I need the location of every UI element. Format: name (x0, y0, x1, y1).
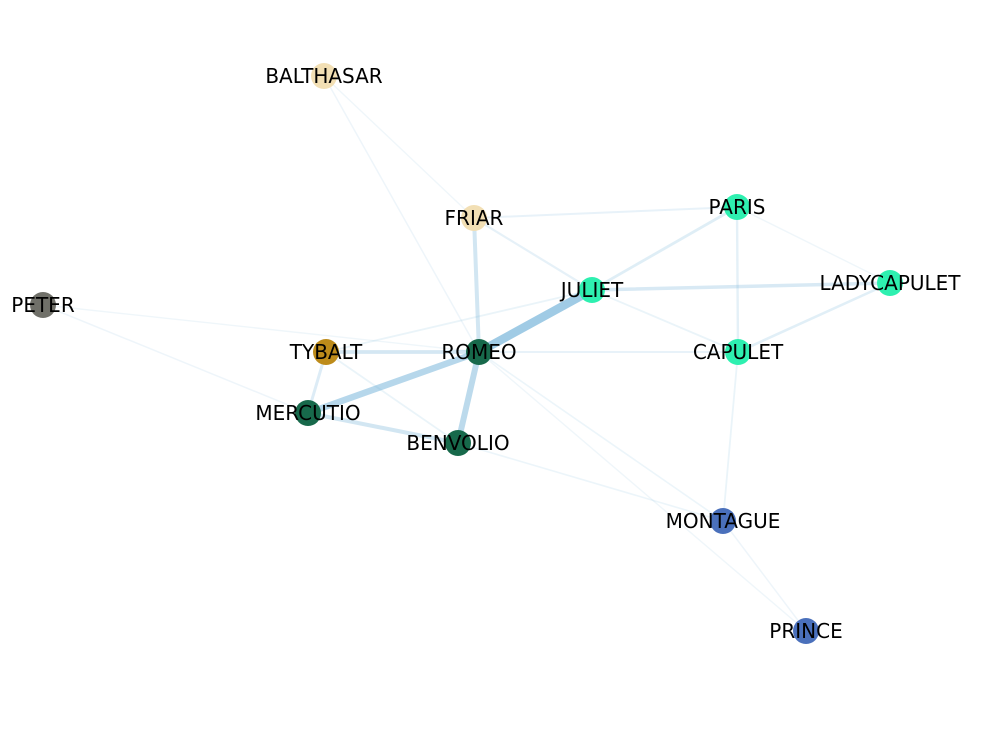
node-mercutio (295, 400, 321, 426)
node-benvolio (445, 430, 471, 456)
edge-capulet-paris (735, 205, 740, 354)
node-label-montague: MONTAGUE (666, 509, 781, 533)
node-label-mercutio: MERCUTIO (255, 401, 360, 425)
node-romeo (466, 339, 492, 365)
edge-romeo-benvolio (455, 349, 482, 446)
node-label-peter: PETER (11, 293, 75, 317)
node-friar (461, 205, 487, 231)
edge-juliet-paris (590, 205, 739, 292)
edge-romeo-juliet (474, 285, 597, 357)
edge-montague-prince (722, 520, 807, 632)
node-label-paris: PARIS (709, 195, 766, 219)
edges-layer (42, 75, 892, 632)
node-label-prince: PRINCE (769, 619, 842, 643)
edge-capulet-montague (722, 351, 739, 522)
node-prince (793, 618, 819, 644)
edge-juliet-capulet (591, 289, 739, 353)
edge-romeo-friar (472, 216, 481, 354)
node-label-tybalt: TYBALT (289, 340, 363, 364)
edge-juliet-ladycapulet (590, 281, 892, 292)
edge-tybalt-benvolio (325, 351, 459, 444)
edge-balthasar-friar (323, 75, 475, 219)
edge-capulet-ladycapulet (736, 281, 892, 354)
node-paris (724, 194, 750, 220)
node-montague (710, 508, 736, 534)
node-peter (30, 292, 56, 318)
edge-paris-ladycapulet (736, 206, 891, 284)
node-label-ladycapulet: LADYCAPULET (819, 271, 961, 295)
node-label-balthasar: BALTHASAR (265, 64, 382, 88)
edge-romeo-montague (478, 351, 724, 522)
edge-friar-paris (473, 206, 738, 219)
edge-friar-juliet (472, 216, 594, 292)
edge-balthasar-romeo (323, 75, 480, 353)
node-ladycapulet (877, 270, 903, 296)
edge-tybalt-juliet (325, 289, 593, 353)
edge-romeo-prince (478, 351, 807, 632)
node-balthasar (311, 63, 337, 89)
node-label-juliet: JULIET (559, 278, 624, 302)
nodes-layer (30, 63, 903, 644)
edge-romeo-mercutio (304, 348, 483, 417)
node-label-friar: FRIAR (445, 206, 504, 230)
node-label-capulet: CAPULET (693, 340, 784, 364)
edge-mercutio-benvolio (306, 411, 460, 445)
edge-peter-mercutio (42, 304, 309, 414)
edge-peter-romeo (42, 304, 480, 353)
node-label-benvolio: BENVOLIO (406, 431, 509, 455)
node-capulet (725, 339, 751, 365)
node-tybalt (313, 339, 339, 365)
node-juliet (579, 277, 605, 303)
labels-layer: ROMEO JULIET FRIAR BALTHASAR PARIS LADYCAPULE… (11, 64, 961, 643)
node-label-romeo: ROMEO (441, 340, 516, 364)
edge-benvolio-montague (457, 442, 724, 522)
